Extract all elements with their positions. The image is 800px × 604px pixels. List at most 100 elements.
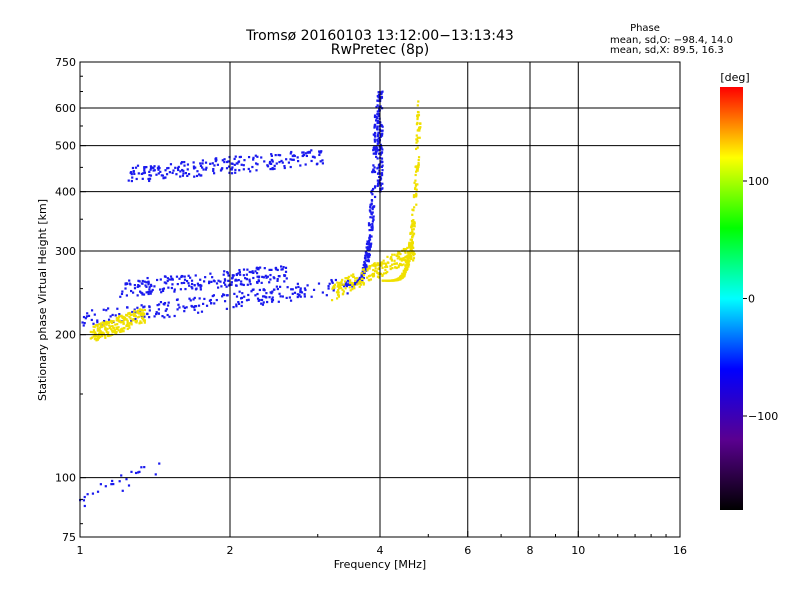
data-point — [165, 308, 168, 311]
data-point — [138, 315, 141, 318]
data-point — [190, 304, 193, 308]
data-point — [318, 153, 321, 157]
data-point — [199, 278, 202, 281]
data-point — [378, 169, 381, 172]
data-point — [337, 294, 341, 297]
data-point — [361, 270, 364, 273]
data-point — [357, 282, 360, 285]
phase-box-o-stats: mean, sd,O: −98.4, 14.0 — [610, 35, 733, 46]
data-point — [416, 138, 419, 141]
data-point — [362, 276, 365, 280]
data-point — [372, 152, 375, 155]
data-point — [376, 140, 379, 143]
data-point — [227, 279, 230, 282]
data-point — [372, 164, 375, 167]
data-point — [96, 337, 100, 340]
data-point — [408, 255, 411, 259]
data-point — [102, 324, 105, 327]
data-point — [259, 266, 262, 269]
data-point — [366, 240, 369, 243]
data-point — [183, 275, 186, 278]
data-point — [255, 281, 259, 284]
data-point — [410, 257, 413, 261]
data-point — [159, 278, 162, 281]
data-point — [298, 294, 301, 297]
data-point — [260, 298, 264, 302]
data-point — [372, 272, 376, 276]
data-point — [262, 301, 265, 304]
data-point — [416, 136, 419, 139]
data-point — [230, 168, 233, 171]
data-point — [416, 121, 419, 125]
data-point — [365, 252, 368, 255]
data-point — [359, 283, 363, 286]
data-point — [150, 166, 154, 169]
data-point — [98, 332, 101, 336]
data-point — [398, 278, 401, 281]
data-point — [265, 296, 268, 299]
data-point — [158, 462, 161, 465]
data-point — [408, 253, 411, 257]
data-point — [377, 112, 381, 116]
data-point — [223, 158, 226, 161]
data-point — [310, 295, 313, 298]
data-point — [271, 290, 274, 293]
data-point — [381, 164, 384, 167]
data-point — [374, 264, 378, 267]
data-point — [402, 273, 405, 276]
data-point — [400, 257, 403, 260]
data-point — [276, 287, 279, 291]
data-point — [197, 311, 200, 314]
data-point — [167, 286, 170, 289]
data-point — [399, 257, 402, 260]
data-point — [373, 195, 377, 199]
data-point — [110, 320, 113, 323]
data-point — [176, 167, 180, 170]
data-point — [299, 290, 303, 293]
data-point — [375, 270, 378, 273]
data-point — [412, 250, 415, 253]
data-point — [342, 285, 346, 288]
data-point — [412, 195, 416, 199]
data-point — [136, 306, 139, 309]
data-point — [333, 283, 337, 286]
data-point — [310, 159, 313, 163]
data-point — [121, 327, 124, 330]
data-point — [148, 309, 151, 312]
data-point — [378, 109, 381, 113]
data-point — [374, 135, 377, 138]
data-point — [371, 273, 374, 276]
data-point — [381, 182, 384, 185]
data-point — [111, 313, 114, 317]
data-point — [241, 283, 244, 286]
data-point — [148, 170, 151, 173]
data-point — [261, 295, 265, 298]
data-point — [123, 316, 127, 319]
data-point — [185, 306, 188, 309]
data-point — [114, 314, 117, 317]
data-point — [371, 193, 374, 196]
data-point — [116, 323, 119, 326]
data-point — [174, 166, 177, 169]
data-point — [110, 483, 113, 486]
data-point — [406, 250, 410, 253]
data-point — [199, 162, 202, 165]
data-point — [332, 289, 335, 292]
data-point — [345, 281, 348, 284]
data-point — [156, 167, 160, 170]
data-point — [261, 303, 265, 306]
data-point — [393, 253, 396, 256]
data-point — [352, 273, 355, 276]
data-point — [134, 166, 138, 169]
data-point — [399, 263, 402, 267]
data-point — [159, 301, 163, 304]
data-point — [211, 162, 214, 165]
data-point — [142, 319, 145, 322]
data-point — [383, 272, 386, 275]
data-point — [386, 270, 389, 274]
data-point — [189, 299, 192, 302]
data-point — [125, 294, 128, 297]
data-point — [411, 230, 414, 233]
data-point — [96, 335, 100, 338]
data-point — [378, 120, 381, 124]
